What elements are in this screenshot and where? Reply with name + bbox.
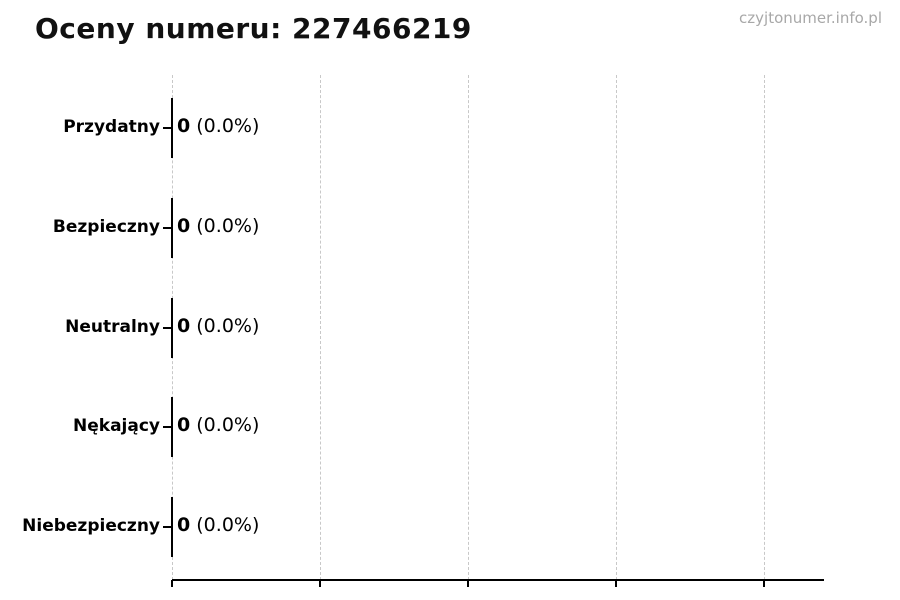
bar-count: 0 bbox=[177, 514, 191, 536]
bar-value-label: 0 (0.0%) bbox=[177, 215, 259, 237]
bar-percent: (0.0%) bbox=[190, 115, 260, 137]
x-axis-tick bbox=[467, 580, 469, 587]
x-gridline bbox=[764, 75, 765, 580]
bar-zero-width bbox=[171, 497, 173, 557]
bar-value-label: 0 (0.0%) bbox=[177, 414, 259, 436]
bar-count: 0 bbox=[177, 414, 191, 436]
bar-zero-width bbox=[171, 298, 173, 358]
bar-zero-width bbox=[171, 397, 173, 457]
bar-count: 0 bbox=[177, 215, 191, 237]
x-gridline bbox=[320, 75, 321, 580]
category-label: Neutralny bbox=[65, 317, 160, 337]
category-label: Przydatny bbox=[63, 117, 160, 137]
x-axis-tick bbox=[763, 580, 765, 587]
bar-value-label: 0 (0.0%) bbox=[177, 514, 259, 536]
x-axis-tick bbox=[171, 580, 173, 587]
bar-count: 0 bbox=[177, 315, 191, 337]
x-gridline bbox=[468, 75, 469, 580]
y-axis-tick bbox=[163, 227, 171, 229]
bar-zero-width bbox=[171, 198, 173, 258]
bar-percent: (0.0%) bbox=[190, 215, 260, 237]
y-axis-tick bbox=[163, 526, 171, 528]
y-axis-tick bbox=[163, 426, 171, 428]
bar-zero-width bbox=[171, 98, 173, 158]
x-axis-tick bbox=[615, 580, 617, 587]
x-axis-tick bbox=[319, 580, 321, 587]
category-label: Nękający bbox=[73, 416, 160, 436]
x-axis-line bbox=[172, 579, 824, 581]
bar-value-label: 0 (0.0%) bbox=[177, 115, 259, 137]
category-label: Niebezpieczny bbox=[22, 516, 160, 536]
watermark-text: czyjtonumer.info.pl bbox=[739, 9, 882, 27]
bar-count: 0 bbox=[177, 115, 191, 137]
category-label: Bezpieczny bbox=[52, 217, 160, 237]
bar-percent: (0.0%) bbox=[190, 315, 260, 337]
x-gridline bbox=[616, 75, 617, 580]
y-axis-tick bbox=[163, 127, 171, 129]
chart-title: Oceny numeru: 227466219 bbox=[35, 12, 472, 45]
y-axis-tick bbox=[163, 327, 171, 329]
bar-value-label: 0 (0.0%) bbox=[177, 315, 259, 337]
bar-percent: (0.0%) bbox=[190, 514, 260, 536]
bar-percent: (0.0%) bbox=[190, 414, 260, 436]
